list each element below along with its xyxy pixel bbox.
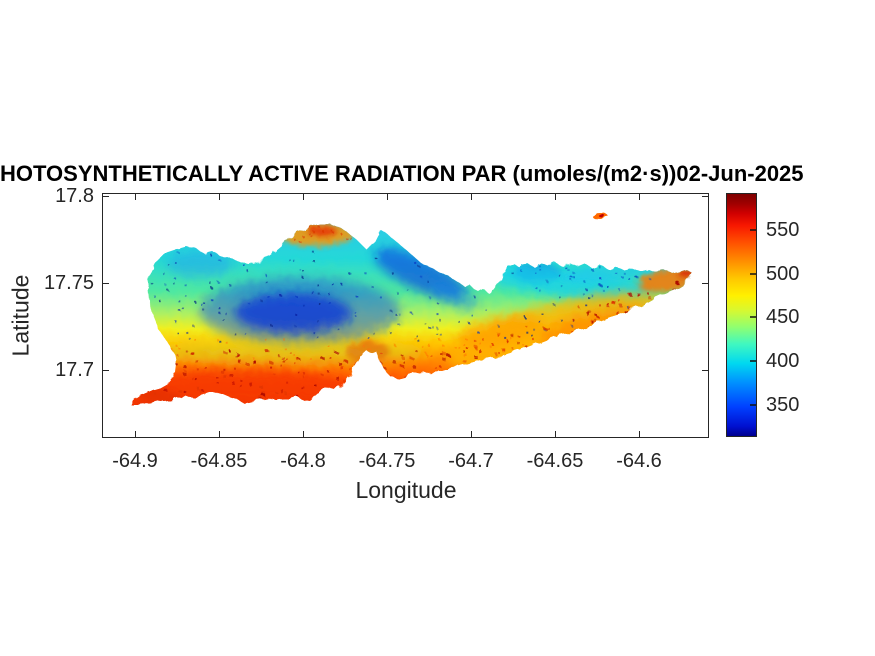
x-tick-top: [555, 194, 556, 200]
island-heatmap: [131, 213, 692, 405]
x-tick: [471, 431, 472, 437]
colorbar: [726, 193, 757, 437]
colorbar-tick: [750, 404, 756, 406]
x-tick-top: [639, 194, 640, 200]
x-tick: [555, 431, 556, 437]
colorbar-tick: [750, 229, 756, 231]
colorbar-tick-label: 350: [766, 394, 800, 416]
x-tick-label: -64.9: [112, 450, 158, 472]
x-tick: [219, 431, 220, 437]
x-axis-label: Longitude: [355, 477, 457, 503]
x-tick-label: -64.75: [358, 450, 416, 472]
x-tick-top: [471, 194, 472, 200]
x-tick-top: [387, 194, 388, 200]
y-tick-right: [702, 196, 708, 197]
x-tick-top: [303, 194, 304, 200]
y-tick-right: [702, 283, 708, 284]
y-tick-label: 17.75: [43, 272, 94, 294]
x-tick-label: -64.7: [448, 450, 494, 472]
colorbar-tick-label: 500: [766, 263, 800, 285]
x-tick: [387, 431, 388, 437]
colorbar-tick: [750, 360, 756, 362]
chart-title: HOTOSYNTHETICALLY ACTIVE RADIATION PAR (…: [0, 161, 804, 186]
x-tick-top: [219, 194, 220, 200]
y-tick: [103, 283, 109, 284]
x-tick: [303, 431, 304, 437]
x-tick: [639, 431, 640, 437]
colorbar-tick-label: 550: [766, 219, 800, 241]
buck-island: [592, 213, 608, 219]
island-fill-layers: [131, 224, 692, 405]
colorbar-tick: [750, 316, 756, 318]
y-tick-right: [702, 370, 708, 371]
colorbar-tick-label: 450: [766, 306, 800, 328]
y-tick-label: 17.7: [55, 359, 94, 381]
y-tick-label: 17.8: [55, 185, 94, 207]
y-axis-label: Latitude: [7, 274, 34, 357]
colorbar-tick-label: 400: [766, 350, 800, 372]
x-tick-label: -64.6: [616, 450, 662, 472]
x-tick-top: [135, 194, 136, 200]
x-tick-label: -64.8: [280, 450, 326, 472]
x-tick: [135, 431, 136, 437]
colorbar-tick: [750, 273, 756, 275]
x-tick-label: -64.65: [526, 450, 584, 472]
island-group: [131, 213, 692, 405]
y-tick: [103, 196, 109, 197]
y-tick: [103, 370, 109, 371]
x-tick-label: -64.85: [190, 450, 248, 472]
